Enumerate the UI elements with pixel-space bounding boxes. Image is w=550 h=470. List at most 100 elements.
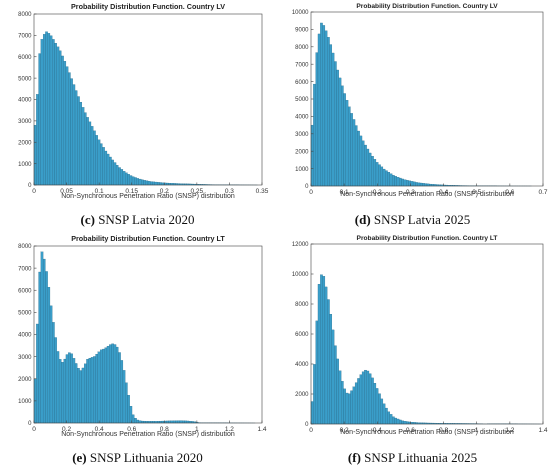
y-tick-label: 3000	[295, 132, 309, 138]
histogram-bar	[373, 383, 377, 425]
histogram-bar	[394, 417, 397, 425]
x-tick-label: 0.15	[125, 188, 138, 195]
y-tick-label: 6000	[295, 332, 309, 338]
histogram-bar	[40, 251, 44, 424]
histogram-bar	[70, 78, 73, 186]
histogram-bar	[424, 183, 428, 187]
histogram-bar	[150, 181, 153, 186]
histogram-bar	[52, 39, 55, 186]
histogram-bar	[331, 329, 335, 425]
histogram-bar	[102, 147, 105, 186]
histogram-bar	[366, 148, 370, 187]
x-tick-label: 0.35	[256, 188, 269, 195]
histogram-bar	[115, 346, 119, 424]
x-tick-label: 0.4	[95, 426, 104, 433]
x-tick-label: 0.6	[505, 189, 514, 196]
histogram-bar	[88, 121, 92, 186]
histogram-bar	[90, 126, 94, 186]
histogram-bar	[65, 66, 69, 186]
histogram-bar	[141, 179, 144, 186]
x-tick-label: 0.1	[95, 188, 104, 195]
histogram-bar	[47, 33, 51, 186]
x-tick-label: 0.2	[340, 427, 349, 434]
y-tick-label: 7000	[18, 34, 32, 40]
histogram-bar	[115, 165, 119, 186]
x-tick-label: 0.6	[406, 427, 415, 434]
histogram-bar	[161, 182, 165, 186]
panel-f: Probability Distribution Function. Count…	[275, 232, 550, 470]
histogram-bar	[56, 46, 60, 186]
x-tick-label: 0	[309, 189, 313, 196]
y-tick-label: 10000	[292, 10, 309, 16]
caption-f: (f) SNSP Lithuania 2025	[275, 450, 550, 466]
histogram-bar	[336, 69, 339, 187]
x-tick-label: 0	[32, 188, 36, 195]
y-tick-label: 6000	[18, 288, 32, 294]
histogram-bar	[54, 337, 57, 424]
histogram-bar	[375, 388, 379, 425]
histogram-bar	[131, 176, 135, 186]
histogram-bar	[334, 345, 337, 425]
histogram-bar	[61, 362, 64, 424]
histogram-bar	[65, 354, 69, 424]
histogram-bar	[315, 52, 319, 187]
histogram-bar	[136, 419, 140, 424]
histogram-bar	[138, 420, 142, 424]
x-tick-label: 1.2	[505, 427, 514, 434]
histogram-bar	[313, 364, 316, 425]
histogram-bar	[97, 139, 101, 186]
x-tick-label: 0.2	[373, 189, 382, 196]
y-tick-label: 2000	[295, 392, 309, 398]
histogram-bar	[392, 175, 395, 187]
histogram-bar	[329, 314, 333, 425]
histogram-bar	[352, 119, 356, 187]
histogram-bar	[415, 182, 418, 187]
histogram-bar	[79, 370, 83, 424]
histogram-bar	[310, 124, 314, 187]
chart-e: Probability Distribution Function. Count…	[18, 234, 267, 438]
histogram-bar	[350, 390, 353, 425]
histogram-bar	[322, 276, 326, 425]
histogram-bar	[93, 130, 96, 186]
caption-letter: (f)	[347, 450, 361, 465]
panel-e: Probability Distribution Function. Count…	[0, 232, 275, 470]
y-tick-label: 1000	[18, 162, 32, 168]
chart-d: Probability Distribution Function. Count…	[292, 3, 548, 198]
histogram-bar	[61, 55, 64, 186]
histogram-bar	[125, 382, 128, 424]
histogram-bar	[159, 182, 162, 186]
y-tick-label: 9000	[295, 28, 309, 34]
histogram-bar	[63, 358, 67, 424]
histogram-bar	[74, 363, 78, 424]
caption-text: SNSP Lithuania 2020	[89, 450, 203, 465]
histogram-bar	[113, 162, 117, 186]
histogram-bar	[399, 419, 402, 425]
y-tick-label: 3000	[18, 119, 32, 125]
histogram-bar	[405, 180, 409, 187]
y-tick-label: 0	[305, 184, 309, 190]
histogram-bar	[373, 159, 377, 187]
x-tick-label: 0	[32, 426, 36, 433]
histogram-bar	[127, 174, 130, 186]
caption-d: (d) SNSP Latvia 2025	[275, 212, 550, 228]
histogram-bar	[317, 33, 321, 187]
histogram-bar	[338, 370, 342, 425]
histogram-bar	[401, 420, 404, 425]
histogram-bar	[380, 398, 384, 425]
y-tick-label: 2000	[18, 140, 32, 146]
histogram-bar	[120, 360, 124, 424]
histogram-bar	[419, 182, 423, 187]
histogram-bars	[310, 22, 532, 187]
histogram-bar	[352, 386, 356, 425]
histogram-bar	[177, 420, 181, 424]
histogram-bar	[338, 77, 342, 187]
x-tick-label: 1.4	[538, 427, 547, 434]
y-tick-label: 8000	[18, 12, 32, 18]
histogram-bar	[327, 299, 330, 425]
histogram-bar	[382, 168, 386, 187]
histogram-bar	[74, 90, 78, 186]
histogram-bar	[45, 271, 48, 424]
chart-title: Probability Distribution Function. Count…	[357, 235, 498, 242]
histogram-bars	[310, 274, 541, 425]
histogram-bar	[77, 368, 80, 424]
